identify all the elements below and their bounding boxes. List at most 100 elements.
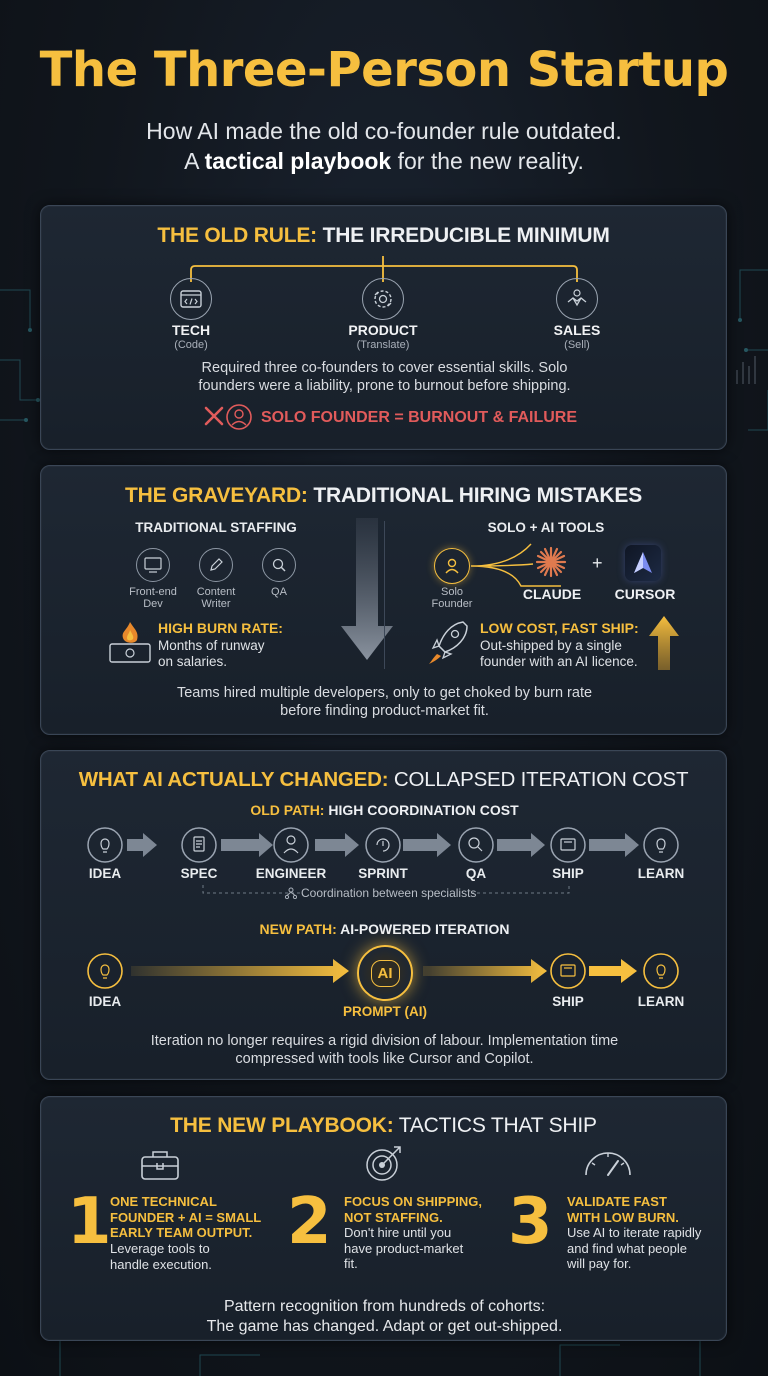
old-path-arrows <box>127 833 639 857</box>
playbook-footer-line-1: Pattern recognition from hundreds of coh… <box>223 1298 546 1315</box>
coordination-text: Coordination between specialists <box>301 886 477 900</box>
money-fire-icon <box>109 622 151 663</box>
tactic-1-body: Leverage tools to handle execution. <box>110 1241 212 1272</box>
role-sales-sub: (Sell) <box>564 339 590 351</box>
ai-badge: AI <box>370 959 400 987</box>
fast-ship-title: LOW COST, FAST SHIP: <box>480 620 639 636</box>
fail-x-icon <box>204 404 252 430</box>
tactic-2-number: 2 <box>287 1185 332 1259</box>
solo-warning: SOLO FOUNDER = BURNOUT & FAILURE <box>203 403 583 433</box>
up-arrow-icon <box>649 616 679 670</box>
pen-icon <box>199 548 233 582</box>
graveyard-heading: THE GRAVEYARD: TRADITIONAL HIRING MISTAK… <box>124 484 643 507</box>
old-rule-panel: THE OLD RULE: THE IRREDUCIBLE MINIMUM TE… <box>40 205 727 450</box>
toolbox-icon <box>141 1151 179 1180</box>
tactic-2-title: FOCUS ON SHIPPING, NOT STAFFING. <box>344 1194 482 1225</box>
tactic-1-number: 1 <box>67 1185 112 1259</box>
down-arrow-icon <box>341 518 393 660</box>
playbook-footer: Pattern recognition from hundreds of coh… <box>41 1297 728 1337</box>
old-step-sprint: SPRINT <box>358 866 408 881</box>
new-path-flow <box>87 953 679 989</box>
graveyard-description: Teams hired multiple developers, only to… <box>176 685 593 719</box>
old-path-flow <box>87 827 679 863</box>
engineer-node-icon <box>273 827 309 863</box>
ai-changed-heading: WHAT AI ACTUALLY CHANGED: COLLAPSED ITER… <box>78 768 689 791</box>
new-step-learn: LEARN <box>637 994 685 1009</box>
gauge-icon <box>585 1152 631 1176</box>
spec-node-icon <box>181 827 217 863</box>
new-step-idea: IDEA <box>88 994 122 1009</box>
idea-node-icon <box>87 827 123 863</box>
old-step-ship: SHIP <box>552 866 584 881</box>
ship-node-icon <box>550 827 586 863</box>
coordination-note: Coordination between specialists <box>285 886 476 900</box>
new-step-prompt: PROMPT (AI) <box>343 1004 427 1019</box>
ai-brain-icon: AI <box>357 945 413 1001</box>
circuit-decoration-right <box>736 269 768 431</box>
old-step-learn: LEARN <box>637 866 685 881</box>
magnifier-icon <box>262 548 296 582</box>
burn-rate-title: HIGH BURN RATE: <box>158 620 283 636</box>
ai-changed-panel: WHAT AI ACTUALLY CHANGED: COLLAPSED ITER… <box>40 750 727 1080</box>
fast-ship-body: Out-shipped by a single founder with an … <box>480 638 638 669</box>
old-rule-description: Required three co-founders to cover esse… <box>198 360 571 394</box>
role-frontend-label: Front-end Dev <box>129 586 177 610</box>
new-step-ship: SHIP <box>552 994 584 1009</box>
solo-warning-text: SOLO FOUNDER = BURNOUT & FAILURE <box>261 409 578 426</box>
founder-tool-connectors <box>471 543 561 587</box>
role-sales-label: SALES <box>553 322 601 338</box>
translate-gear-icon <box>362 278 404 320</box>
role-tech-sub: (Code) <box>174 339 208 351</box>
old-rule-heading: THE OLD RULE: THE IRREDUCIBLE MINIMUM <box>157 224 610 247</box>
plus-sign: + <box>592 553 603 573</box>
rocket-icon <box>429 621 468 664</box>
team-network-icon <box>285 887 297 899</box>
tactic-3-title: VALIDATE FAST WITH LOW BURN. <box>567 1194 679 1225</box>
role-content-writer-label: Content Writer <box>196 586 236 610</box>
old-step-engineer: ENGINEER <box>255 866 327 881</box>
old-step-qa: QA <box>465 866 487 881</box>
learn-node-icon <box>643 827 679 863</box>
old-step-idea: IDEA <box>88 866 122 881</box>
subtitle-emphasis: tactical playbook <box>204 148 392 174</box>
page-subtitle: How AI made the old co-founder rule outd… <box>0 116 768 176</box>
tactic-3-body: Use AI to iterate rapidly and find what … <box>567 1225 702 1271</box>
solo-founder-label: Solo Founder <box>431 586 473 610</box>
handshake-icon <box>556 278 598 320</box>
qa-node-icon <box>458 827 494 863</box>
page-title: The Three-Person Startup <box>39 42 729 98</box>
sprint-node-icon <box>365 827 401 863</box>
claude-logo-icon <box>535 546 567 578</box>
new-path-title: NEW PATH: AI-POWERED ITERATION <box>259 921 510 937</box>
claude-label: CLAUDE <box>522 586 582 602</box>
role-product-sub: (Translate) <box>356 339 410 351</box>
playbook-heading: THE NEW PLAYBOOK: TACTICS THAT SHIP <box>170 1114 597 1137</box>
role-product-label: PRODUCT <box>348 322 418 338</box>
solo-founder-icon <box>434 548 470 584</box>
subtitle-line-1: How AI made the old co-founder rule outd… <box>146 118 622 144</box>
old-path-title: OLD PATH: HIGH COORDINATION COST <box>250 802 519 818</box>
role-tech-label: TECH <box>171 322 211 338</box>
ship-to-learn-arrow <box>589 959 637 983</box>
cursor-logo-icon <box>625 545 661 581</box>
ai-to-ship-arrow <box>423 959 547 983</box>
cursor-label: CURSOR <box>614 586 676 602</box>
role-connector-lines <box>190 256 578 282</box>
coordination-bracket <box>202 885 570 894</box>
graveyard-panel: THE GRAVEYARD: TRADITIONAL HIRING MISTAK… <box>40 465 727 735</box>
tactic-2-body: Don't hire until you have product-market… <box>344 1225 464 1271</box>
graveyard-divider <box>384 521 385 669</box>
role-qa-label: QA <box>271 586 287 598</box>
traditional-staffing-title: TRADITIONAL STAFFING <box>135 520 297 535</box>
solo-ai-title: SOLO + AI TOOLS <box>487 520 605 535</box>
code-window-icon <box>170 278 212 320</box>
tactic-3-number: 3 <box>508 1185 553 1259</box>
idea-to-ai-arrow <box>131 959 349 983</box>
tactic-1-title: ONE TECHNICAL FOUNDER + AI = SMALL EARLY… <box>110 1194 261 1240</box>
old-step-spec: SPEC <box>180 866 218 881</box>
ai-changed-description: Iteration no longer requires a rigid div… <box>150 1033 619 1067</box>
burn-rate-body: Months of runway on salaries. <box>158 638 265 669</box>
circuit-decoration-left <box>0 289 40 422</box>
subtitle-line-2: A tactical playbook for the new reality. <box>184 148 584 174</box>
target-icon <box>366 1146 401 1181</box>
